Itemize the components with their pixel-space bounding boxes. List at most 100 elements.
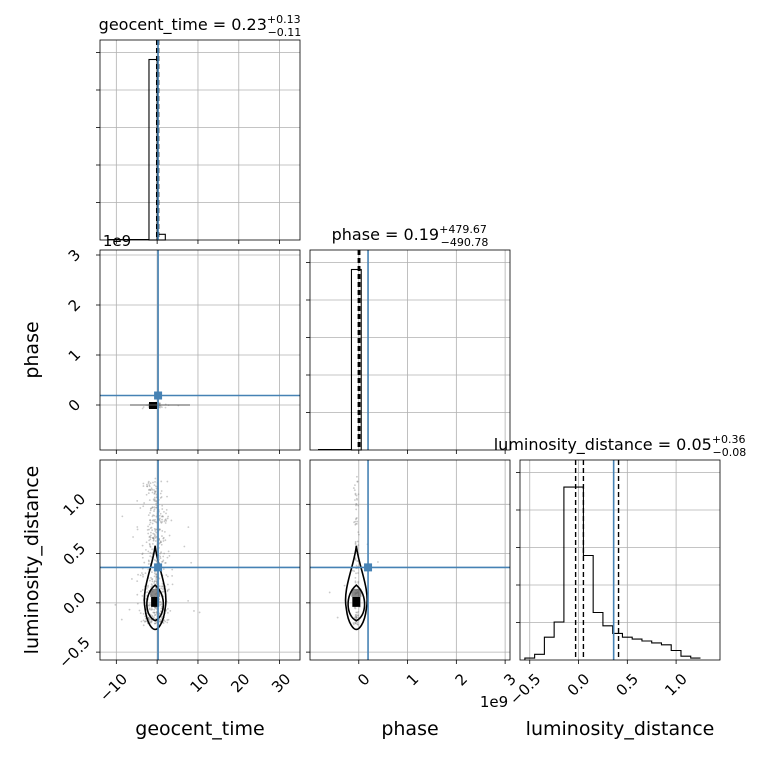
sample-point — [155, 515, 158, 518]
panel-frame-geocent_time — [99, 39, 301, 241]
sample-point — [151, 552, 154, 555]
title-main: luminosity_distance = 0.05 — [494, 435, 712, 455]
sample-point — [146, 528, 149, 531]
sample-point — [149, 509, 152, 512]
sample-point — [148, 535, 151, 538]
sample-point — [355, 497, 358, 500]
sample-point — [355, 616, 357, 618]
sample-point — [152, 538, 155, 541]
sample-point — [148, 523, 151, 526]
sample-point — [354, 557, 357, 560]
sample-point — [139, 574, 142, 577]
sample-point — [190, 561, 193, 564]
sample-point — [356, 517, 358, 519]
sample-point — [354, 621, 357, 624]
title-lower-error: −0.08 — [713, 446, 747, 459]
sample-point — [148, 617, 151, 620]
sample-point — [357, 544, 360, 546]
sample-point — [170, 519, 173, 522]
sample-point — [165, 519, 168, 522]
xtick-label-luminosity_distance-1: 0.0 — [564, 670, 594, 700]
sample-point — [145, 541, 148, 544]
sample-point — [146, 483, 148, 486]
sample-point — [151, 580, 154, 583]
density-shade — [351, 588, 362, 597]
sample-point — [153, 606, 156, 609]
sample-point — [160, 521, 163, 524]
sample-point — [166, 583, 169, 586]
sample-point — [353, 489, 356, 492]
y-axis-label-phase: phase — [21, 321, 43, 378]
sample-point — [160, 551, 163, 554]
sample-point — [166, 575, 169, 578]
sample-point — [162, 559, 165, 562]
sample-point — [149, 489, 152, 492]
sample-point — [356, 540, 359, 543]
sample-point — [161, 515, 164, 518]
sample-point — [151, 578, 153, 581]
sample-point — [162, 540, 165, 542]
sample-point — [153, 575, 156, 578]
sample-point — [141, 553, 144, 556]
sample-point — [153, 492, 156, 495]
sample-point — [144, 572, 147, 575]
sample-point — [167, 618, 170, 621]
sample-point — [155, 582, 158, 585]
sample-point — [161, 560, 163, 563]
sample-point — [158, 620, 161, 623]
sample-point — [355, 517, 358, 520]
sample-point — [147, 584, 149, 587]
sample-point — [167, 515, 170, 518]
sample-point — [142, 573, 144, 576]
sample-point — [354, 576, 357, 579]
sample-point — [149, 538, 152, 541]
sample-point — [142, 612, 145, 615]
grid-layer — [100, 40, 720, 660]
sample-point — [153, 499, 155, 502]
sample-point — [158, 542, 161, 544]
histogram-bar-geocent_time-0 — [148, 58, 158, 241]
sample-point — [158, 403, 161, 405]
sample-point — [147, 532, 150, 535]
sample-point — [161, 585, 164, 588]
sample-point — [151, 488, 154, 491]
sample-point — [148, 489, 150, 491]
sample-point — [150, 576, 152, 579]
sample-point — [155, 607, 158, 610]
sample-point — [152, 519, 155, 521]
sample-point — [153, 611, 156, 614]
sample-point — [145, 588, 148, 590]
sample-point — [155, 490, 157, 493]
sample-point — [355, 615, 358, 618]
sample-point — [152, 498, 155, 501]
sample-point — [149, 507, 152, 510]
sample-point — [144, 620, 146, 623]
sample-point — [148, 485, 151, 488]
sample-point — [142, 575, 144, 578]
sample-point — [142, 485, 145, 487]
sample-point — [144, 620, 146, 623]
sample-point — [161, 518, 163, 521]
sample-point — [161, 504, 164, 507]
sample-point — [137, 573, 139, 576]
sample-point — [155, 504, 158, 507]
sample-point — [355, 564, 358, 567]
sample-point — [150, 608, 153, 611]
contour-inner — [347, 584, 366, 622]
sample-point — [149, 482, 152, 485]
sample-point — [155, 575, 158, 578]
sample-point — [354, 523, 357, 526]
sample-point — [158, 517, 161, 520]
frames-layer — [96, 39, 721, 664]
sample-point — [163, 552, 166, 555]
sample-point — [357, 610, 360, 613]
sample-point — [353, 570, 356, 573]
sample-point — [164, 406, 167, 409]
ytick-label-phase-0: 0 — [65, 396, 84, 415]
sample-point — [141, 589, 144, 591]
sample-point — [151, 608, 154, 611]
sample-point — [356, 498, 358, 501]
sample-point — [160, 541, 162, 544]
sample-point — [165, 508, 168, 511]
sample-point — [356, 475, 358, 478]
